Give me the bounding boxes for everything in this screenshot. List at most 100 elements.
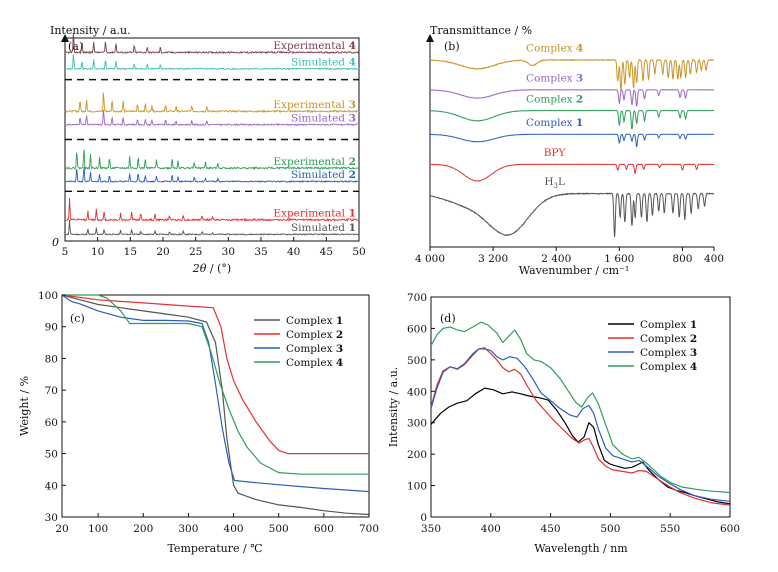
panel-c-xtick-label-400: 400 — [224, 523, 244, 535]
panel-a-series-simulated-2 — [65, 166, 360, 183]
panel-c-legend-label-1-number: 1 — [336, 315, 343, 327]
panel-a-ylabel: Intensity / a.u. — [50, 24, 131, 37]
panel-a-label-experimental-2-text: Experimental — [273, 156, 345, 168]
panel-a-xtick-label-10: 10 — [91, 246, 104, 258]
panel-b-series-bpy — [429, 163, 715, 182]
panel-d-series-complex-1 — [430, 387, 731, 505]
panel-b-series-complex-3 — [429, 89, 714, 107]
panel-b-series-complex-1-label-number: 1 — [576, 117, 583, 129]
panel-c-legend-label-4-text: Complex — [286, 357, 336, 369]
panel-a-label-simulated-1: Simulated 1 — [291, 222, 356, 234]
panel-a-label-experimental-2-number: 2 — [345, 156, 356, 168]
panel-d-xlabel: Wavelength / nm — [534, 542, 628, 555]
panel-d-xtick-label-550: 550 — [660, 523, 680, 535]
panel-c-legend-label-1-text: Complex — [286, 315, 336, 327]
panel-c-ylabel: Weight / % — [18, 376, 31, 436]
panel-d-ytick-label-0: 0 — [420, 512, 427, 524]
panel-a-label: (a) — [68, 40, 83, 53]
panel-a-series-simulated-3 — [64, 109, 360, 127]
panel-a-label-experimental-1-number: 1 — [345, 208, 356, 220]
panel-d-ylabel: Intensity / a.u. — [387, 367, 400, 448]
panel-a-label-simulated-2: Simulated 2 — [291, 169, 356, 181]
panel-b-series-complex-4-label-text: Complex — [526, 43, 576, 55]
panel-c-legend-label-3-number: 3 — [336, 343, 343, 355]
panel-c-tga: (c) 20 100 200 300 400 500 600 700 30 40 50 60 70 80 9… — [18, 290, 379, 555]
panel-b-series-h3l — [429, 192, 714, 238]
panel-a-patterns — [64, 33, 360, 236]
panel-a-xtick-label-45: 45 — [320, 246, 333, 258]
panel-b-series-complex-3-label-text: Complex — [526, 73, 576, 85]
panel-d-xtick-label-350: 350 — [421, 523, 441, 535]
panel-b-series-h3l-label-text: H — [544, 176, 553, 188]
panel-a-label-experimental-4-number: 4 — [345, 40, 356, 52]
panel-a-series-experimental-3 — [64, 92, 360, 114]
panel-a-xrd: Intensity / a.u. (a) Simulated 1Experime… — [50, 24, 366, 275]
panel-a-series-experimental-2 — [65, 149, 359, 171]
panel-c-xtick-label-100: 100 — [88, 523, 108, 535]
panel-d-legend-label-3-text: Complex — [640, 347, 690, 359]
panel-a-xtick-label-30: 30 — [222, 246, 235, 258]
panel-c-xtick-label-20: 20 — [55, 523, 68, 535]
panel-c-xtick-label-700: 700 — [359, 523, 379, 535]
panel-b-x-ticks: 4 000 3 200 2 400 1 600 800 400 — [415, 247, 724, 265]
panel-b-label: (b) — [444, 40, 460, 53]
panel-d-series-complex-4 — [430, 321, 731, 494]
panel-d-ytick-label-500: 500 — [407, 355, 427, 367]
panel-a-label-simulated-3-number: 3 — [345, 112, 356, 124]
panel-a-label-simulated-3-text: Simulated — [291, 112, 345, 124]
panel-d-ytick-label-300: 300 — [407, 418, 427, 430]
panel-b-xtick-label-800: 800 — [672, 253, 692, 265]
panel-c-xtick-label-200: 200 — [133, 523, 153, 535]
panel-c-legend-label-1: Complex 1 — [286, 315, 343, 327]
panel-a-x-ticks: 5 10 15 20 25 30 35 40 45 50 — [62, 237, 366, 258]
panel-a-label-experimental-1-text: Experimental — [273, 208, 345, 220]
panel-d-legend-label-2: Complex 2 — [640, 333, 697, 345]
panel-c-xtick-label-300: 300 — [178, 523, 198, 535]
panel-b-spectra — [429, 58, 715, 238]
panel-c-ytick-label-90: 90 — [45, 322, 58, 334]
panel-c-series-complex-2 — [61, 294, 369, 455]
panel-c-frame — [61, 294, 370, 518]
panel-d-legend-label-2-text: Complex — [640, 333, 690, 345]
panel-d-label: (d) — [440, 312, 456, 325]
panel-d-xtick-label-450: 450 — [541, 523, 561, 535]
panel-d-legend-label-2-number: 2 — [690, 333, 697, 345]
panel-c-series-complex-3 — [61, 294, 370, 493]
panel-c-xtick-label-500: 500 — [269, 523, 289, 535]
panel-a-label-simulated-1-text: Simulated — [291, 222, 345, 234]
panel-a-label-experimental-3-number: 3 — [345, 99, 356, 111]
panel-b-series-complex-4-label-number: 4 — [576, 43, 583, 55]
panel-a-label-experimental-4: Experimental 4 — [273, 40, 356, 52]
panel-b-xtick-label-400: 400 — [704, 253, 724, 265]
panel-a-xtick-label-20: 20 — [156, 246, 169, 258]
panel-c-legend-label-3-text: Complex — [286, 343, 336, 355]
panel-b-xtick-label-1600: 1 600 — [604, 253, 634, 265]
panel-d-ytick-label-600: 600 — [407, 323, 427, 335]
panel-b-xtick-label-3200: 3 200 — [478, 253, 508, 265]
panel-c-legend-label-4-number: 4 — [336, 357, 343, 369]
panel-c-legend-label-4: Complex 4 — [286, 357, 343, 369]
panel-c-label: (c) — [70, 312, 85, 325]
panel-b-series-bpy-label-text: BPY — [544, 147, 567, 159]
panel-b-series-bpy-label: BPY — [544, 147, 567, 159]
panel-c-xlabel: Temperature / ℃ — [167, 542, 262, 555]
panel-b-series-complex-2-label-text: Complex — [526, 93, 576, 105]
panel-a-xtick-label-5: 5 — [62, 246, 69, 258]
panel-b-ylabel: Transmittance / % — [430, 24, 532, 37]
panel-b-xlabel: Wavenumber / cm⁻¹ — [519, 264, 630, 277]
panel-c-ytick-label-40: 40 — [45, 480, 58, 492]
panel-d-xtick-label-400: 400 — [481, 523, 501, 535]
panel-d-legend-label-3-number: 3 — [690, 347, 697, 359]
panel-b-xtick-label-4000: 4 000 — [415, 253, 445, 265]
panel-c-series-complex-1 — [61, 294, 370, 516]
panel-c-legend-label-3: Complex 3 — [286, 343, 343, 355]
panel-d-legend-label-4-text: Complex — [640, 361, 690, 373]
panel-d-legend-label-4: Complex 4 — [640, 361, 697, 373]
panel-a-label-experimental-4-text: Experimental — [273, 40, 345, 52]
panel-b-series-complex-2-label: Complex 2 — [526, 93, 583, 105]
